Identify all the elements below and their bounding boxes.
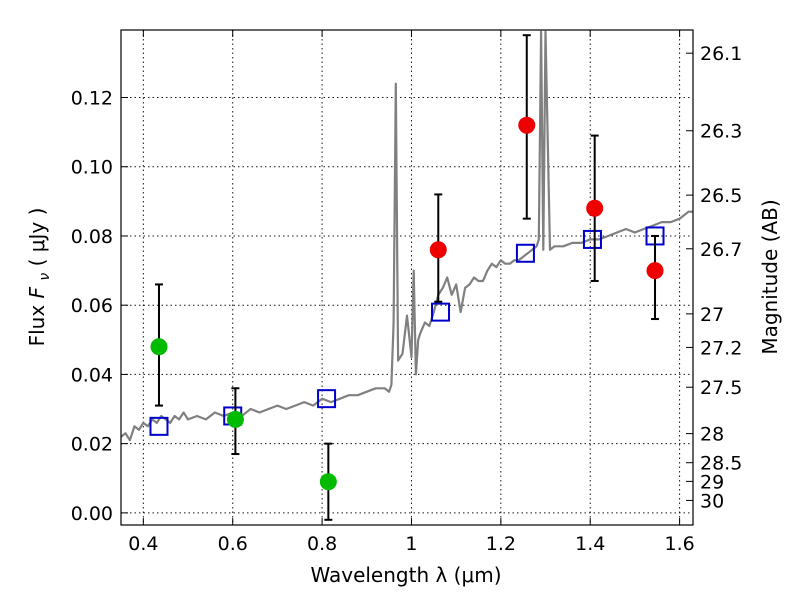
y2-tick-label: 26.3 xyxy=(700,121,742,143)
y-tick-label: 0.08 xyxy=(71,226,113,248)
model-spectrum-line xyxy=(121,30,693,442)
y2-tick-label: 28.5 xyxy=(700,453,742,475)
x-tick-label: 1.2 xyxy=(486,533,516,555)
y2-tick-label: 29 xyxy=(700,471,724,493)
y-axis-label: Flux F ν ( μJy ) xyxy=(25,208,54,347)
axis-ticks: 0.4 0.6 0.8 1 1.2 1.4 1.6 0.00 0.02 0.04 0.06 0.08 0… xyxy=(71,30,742,555)
y2-tick-label: 27.2 xyxy=(700,337,742,359)
model-band-square xyxy=(149,416,169,436)
y-tick-label: 0.12 xyxy=(71,88,113,110)
x-tick-label: 0.6 xyxy=(218,533,248,555)
x-tick-label: 1 xyxy=(405,533,417,555)
y-tick-label: 0.10 xyxy=(71,157,113,179)
model-band-square xyxy=(431,302,451,322)
green-data-point xyxy=(319,473,337,491)
x-tick-label: 0.4 xyxy=(128,533,158,555)
model-band-square xyxy=(582,229,602,249)
y2-tick-label: 30 xyxy=(700,490,724,512)
red-data-point xyxy=(646,262,664,280)
y-axis-label-subscript: ν xyxy=(37,273,53,281)
y2-tick-label: 26.7 xyxy=(700,239,742,261)
red-data-point xyxy=(429,241,447,259)
y-tick-label: 0.06 xyxy=(71,295,113,317)
red-data-point xyxy=(518,116,536,134)
x-tick-label: 1.4 xyxy=(575,533,605,555)
x-tick-label: 1.6 xyxy=(664,533,694,555)
y2-axis-label: Magnitude (AB) xyxy=(758,199,782,354)
y-tick-label: 0.00 xyxy=(71,503,113,525)
y-axis-label-symbol: F xyxy=(25,286,49,298)
y-tick-label: 0.02 xyxy=(71,434,113,456)
x-tick-label: 0.8 xyxy=(307,533,337,555)
y2-tick-label: 28 xyxy=(700,424,724,446)
green-data-point xyxy=(150,338,168,356)
y2-tick-label: 27 xyxy=(700,304,724,326)
y2-tick-label: 26.1 xyxy=(700,43,742,65)
y-axis-label-unit: ( μJy ) xyxy=(25,208,49,267)
x-axis-label: Wavelength λ (μm) xyxy=(310,563,501,587)
plot-data xyxy=(121,30,693,521)
grid-lines xyxy=(121,30,693,525)
model-band-square xyxy=(317,389,337,409)
model-band-square xyxy=(515,243,535,263)
y2-tick-label: 26.5 xyxy=(700,185,742,207)
red-data-point xyxy=(586,199,604,217)
plot-frame xyxy=(120,29,694,526)
green-data-point xyxy=(226,410,244,428)
y2-tick-label: 27.5 xyxy=(700,377,742,399)
y-axis-label-prefix: Flux xyxy=(25,298,49,346)
y-tick-label: 0.04 xyxy=(71,364,113,386)
